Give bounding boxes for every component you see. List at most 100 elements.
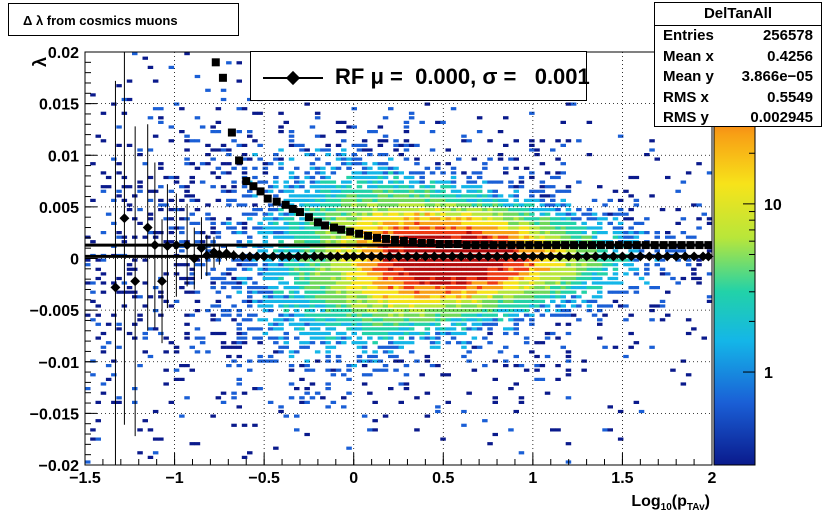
heat-cell xyxy=(503,231,509,235)
heat-cell xyxy=(320,208,326,212)
heat-cell xyxy=(341,295,347,299)
heat-cell xyxy=(288,212,295,216)
heat-cell xyxy=(189,345,195,349)
heat-cell xyxy=(565,139,572,143)
heat-cell xyxy=(565,249,572,253)
heat-cell xyxy=(215,276,222,281)
heat-cell xyxy=(288,139,295,143)
heat-cell xyxy=(382,299,389,303)
heat-cell xyxy=(445,208,451,212)
heat-cell xyxy=(372,258,378,262)
heat-cell xyxy=(382,345,389,349)
heat-cell xyxy=(419,231,425,235)
heat-cell xyxy=(294,267,300,271)
heat-cell xyxy=(304,203,310,207)
heat-cell xyxy=(236,331,242,336)
heat-cell xyxy=(309,267,316,271)
heat-cell xyxy=(523,263,530,267)
heat-cell xyxy=(403,185,410,189)
heat-cell xyxy=(607,405,613,409)
heat-cell xyxy=(236,341,242,345)
heat-cell xyxy=(440,185,446,189)
heat-cell xyxy=(314,240,321,244)
heat-cell xyxy=(351,281,357,285)
heat-cell xyxy=(450,217,457,221)
stats-label: RMS y xyxy=(663,109,709,126)
heat-cell xyxy=(304,299,310,303)
heat-cell xyxy=(408,217,415,221)
heat-cell xyxy=(424,189,431,193)
heat-cell xyxy=(576,208,582,212)
heat-cell xyxy=(513,309,519,313)
heat-cell xyxy=(476,116,483,120)
heat-cell xyxy=(388,345,394,349)
heat-cell xyxy=(398,359,404,363)
heat-cell xyxy=(294,286,300,290)
heat-cell xyxy=(382,350,389,354)
heat-cell xyxy=(351,171,357,175)
heat-cell xyxy=(419,286,425,290)
heat-cell xyxy=(476,185,483,189)
heat-cell xyxy=(393,175,399,180)
heat-cell xyxy=(377,217,384,221)
heat-cell xyxy=(330,180,337,184)
heat-cell xyxy=(262,299,269,303)
heat-cell xyxy=(445,258,451,262)
heat-cell xyxy=(550,267,556,271)
heat-cell xyxy=(696,281,702,285)
heat-cell xyxy=(408,221,415,225)
heat-cell xyxy=(482,267,488,271)
heat-cell xyxy=(471,295,478,299)
sigma-point xyxy=(471,241,480,250)
heat-cell xyxy=(278,318,284,322)
heat-cell xyxy=(435,162,441,166)
heat-cell xyxy=(320,185,326,189)
heat-cell xyxy=(341,299,347,303)
heat-cell xyxy=(408,286,415,290)
stats-row: RMS y 0.002945 xyxy=(655,108,821,129)
heat-cell xyxy=(330,208,337,212)
sigma-point xyxy=(614,241,623,250)
heat-cell xyxy=(487,208,493,212)
heat-cell xyxy=(685,318,692,322)
heat-cell xyxy=(335,359,342,363)
heat-cell xyxy=(503,309,509,313)
heat-cell xyxy=(497,272,504,276)
heat-cell xyxy=(341,139,347,143)
heat-cell xyxy=(424,194,431,198)
heat-cell xyxy=(377,194,384,198)
rf-point xyxy=(689,251,700,262)
heat-cell xyxy=(382,318,389,322)
heat-cell xyxy=(163,272,169,276)
heat-cell xyxy=(617,290,624,294)
heat-cell xyxy=(503,116,509,120)
heat-cell xyxy=(450,276,457,281)
rf-point xyxy=(554,251,565,262)
heat-cell xyxy=(325,175,331,180)
heat-cell xyxy=(555,249,561,253)
heat-cell xyxy=(372,208,378,212)
heat-cell xyxy=(330,373,337,377)
heat-cell xyxy=(450,299,457,303)
heat-cell xyxy=(257,359,263,363)
heat-cell xyxy=(461,354,467,359)
sigma-point xyxy=(304,213,313,222)
heat-cell xyxy=(555,364,561,368)
heat-cell xyxy=(210,130,216,134)
heat-cell xyxy=(429,295,436,299)
heat-cell xyxy=(497,299,504,303)
heat-cell xyxy=(283,331,289,336)
heat-cell xyxy=(623,354,629,359)
heat-cell xyxy=(247,304,253,308)
heat-cell xyxy=(424,231,431,235)
heat-cell xyxy=(456,286,462,290)
heat-cell xyxy=(393,212,399,216)
heat-cell xyxy=(273,263,279,267)
heat-cell xyxy=(95,267,101,271)
heat-cell xyxy=(314,111,321,115)
heat-cell xyxy=(85,263,91,267)
heat-cell xyxy=(309,272,316,276)
heat-cell xyxy=(341,249,347,253)
heat-cell xyxy=(492,263,498,267)
heat-cell xyxy=(236,336,242,340)
